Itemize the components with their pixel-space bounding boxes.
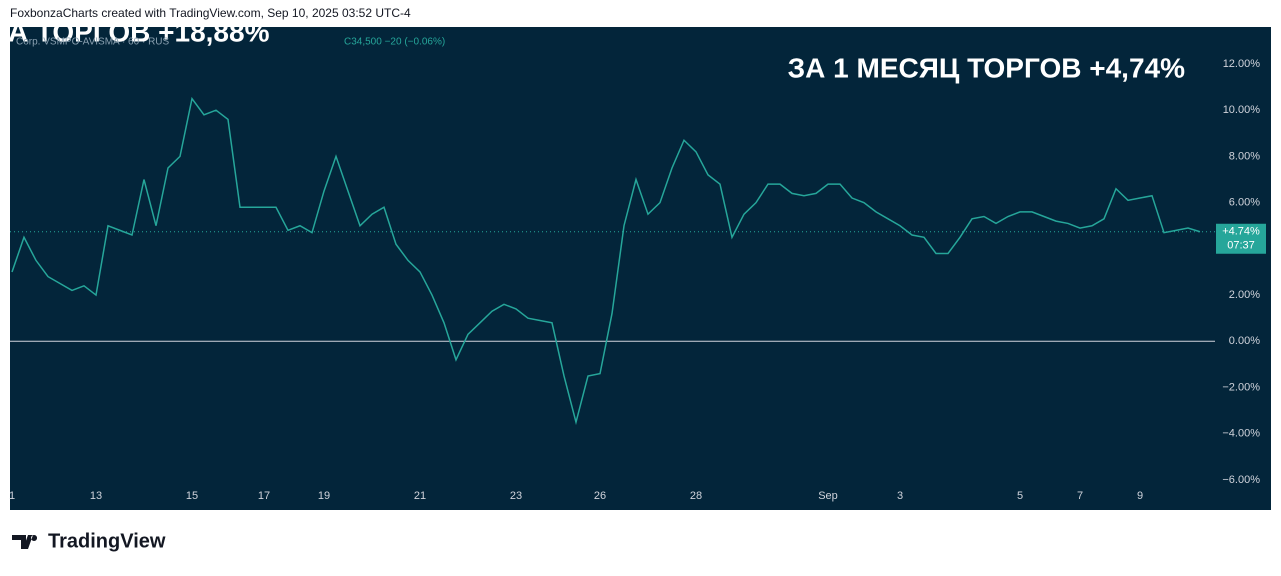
x-tick-label: 3	[897, 490, 903, 502]
overlay-title: А ТОРГОВ +18,88%	[8, 16, 270, 47]
x-tick-label: 7	[1077, 490, 1083, 502]
y-tick-label: 2.00%	[1229, 289, 1260, 301]
countdown: 07:37	[1227, 240, 1255, 252]
y-tick-label: 6.00%	[1229, 197, 1260, 209]
x-tick-label: Sep	[818, 490, 838, 502]
y-tick-label: −2.00%	[1222, 381, 1260, 393]
y-tick-label: −6.00%	[1222, 474, 1260, 486]
chart-title: ЗА 1 МЕСЯЦ ТОРГОВ +4,74%	[788, 52, 1185, 83]
x-tick-label: 13	[90, 490, 102, 502]
x-tick-label: 21	[414, 490, 426, 502]
footer: TradingView	[48, 530, 166, 552]
plot-background	[10, 27, 1271, 510]
x-tick-label: 28	[690, 490, 702, 502]
y-tick-label: −4.00%	[1222, 428, 1260, 440]
x-tick-label: 15	[186, 490, 198, 502]
price-line	[11, 96, 1201, 426]
x-tick-label: 19	[318, 490, 330, 502]
x-tick-label: 17	[258, 490, 270, 502]
overlay: А ТОРГОВ +18,88% Corp. VSMPO-AVISMA · 60…	[8, 16, 445, 48]
x-tick-label: 9	[1137, 490, 1143, 502]
x-tick-label: 1	[9, 490, 15, 502]
plot	[10, 96, 1215, 426]
last-value-box	[1216, 223, 1266, 254]
x-tick-label: 5	[1017, 490, 1023, 502]
quote: C34,500 −20 (−0.06%)	[344, 37, 445, 48]
logo: TradingView	[12, 530, 166, 552]
symbol: Corp. VSMPO-AVISMA · 60 · RUS	[16, 37, 170, 48]
y-tick-label: 10.00%	[1223, 104, 1261, 116]
header: FoxbonzaCharts created with TradingView.…	[10, 6, 411, 20]
y-tick-label: 0.00%	[1229, 335, 1260, 347]
y-tick-label: 8.00%	[1229, 150, 1260, 162]
x-tick-label: 23	[510, 490, 522, 502]
y-tick-label: 12.00%	[1223, 58, 1261, 70]
last-value-label: +4.74%	[1222, 226, 1260, 238]
x-tick-label: 26	[594, 490, 606, 502]
